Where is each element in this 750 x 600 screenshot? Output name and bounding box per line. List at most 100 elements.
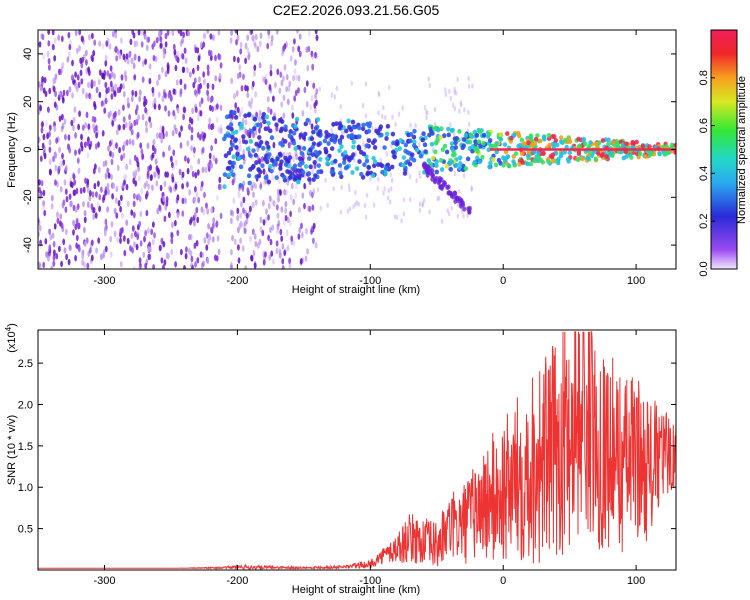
heatmap-cell: [74, 255, 77, 262]
heatmap-cell: [481, 141, 486, 146]
heatmap-cell: [246, 187, 250, 194]
heatmap-cell: [217, 248, 221, 255]
heatmap-cell: [195, 240, 199, 247]
heatmap-cell: [237, 226, 240, 234]
heatmap-cell: [401, 105, 404, 111]
heatmap-cell: [309, 136, 315, 142]
heatmap-cell: [263, 175, 268, 180]
heatmap-cell: [224, 114, 230, 120]
heatmap-cell: [331, 134, 336, 140]
heatmap-cell: [287, 133, 292, 139]
heatmap-cell: [197, 158, 201, 165]
heatmap-cell: [278, 252, 282, 259]
heatmap-cell: [230, 249, 233, 256]
heatmap-cell: [285, 229, 289, 237]
heatmap-cell: [354, 166, 360, 172]
heatmap-cell: [42, 261, 46, 269]
heatmap-cell: [102, 160, 106, 168]
heatmap-cell: [231, 179, 235, 186]
heatmap-cell: [292, 156, 295, 163]
heatmap-cell: [316, 163, 321, 169]
heatmap-cell: [362, 141, 365, 147]
heatmap-cell: [581, 136, 586, 142]
heatmap-cell: [372, 163, 377, 169]
heatmap-cell: [600, 138, 606, 143]
heatmap-cell: [47, 30, 51, 35]
heatmap-cell: [325, 156, 330, 162]
heatmap-cell: [162, 195, 166, 203]
heatmap-cell: [74, 206, 78, 213]
heatmap-cell: [364, 81, 368, 87]
heatmap-cell: [297, 87, 300, 94]
heatmap-cell: [115, 142, 118, 149]
heatmap-cell: [279, 228, 283, 236]
heatmap-cell: [205, 244, 209, 251]
heatmap-cell: [54, 164, 58, 172]
heatmap-cell: [227, 160, 233, 165]
heatmap-cell: [61, 97, 65, 104]
heatmap-cell: [113, 73, 116, 80]
heatmap-cell: [493, 143, 498, 149]
heatmap-cell: [191, 264, 194, 269]
heatmap-cell: [293, 68, 297, 75]
heatmap-cell: [315, 117, 321, 122]
heatmap-cell: [449, 95, 452, 101]
heatmap-cell: [450, 146, 455, 152]
heatmap-cell: [391, 149, 396, 155]
heatmap-cell: [269, 226, 272, 233]
heatmap-cell: [258, 158, 261, 165]
heatmap-cell: [106, 182, 110, 190]
heatmap-cell: [180, 173, 184, 180]
heatmap-cell: [176, 194, 180, 201]
heatmap-cell: [256, 173, 262, 179]
heatmap-cell: [104, 97, 108, 105]
heatmap-cell: [64, 133, 67, 141]
heatmap-cell: [39, 242, 42, 249]
heatmap-cell: [104, 160, 108, 167]
heatmap-cell: [274, 175, 279, 181]
heatmap-cell: [276, 68, 280, 76]
heatmap-cell: [148, 63, 152, 70]
heatmap-cell: [154, 55, 158, 62]
heatmap-cell: [132, 62, 136, 70]
heatmap-cell: [446, 132, 451, 138]
heatmap-cell: [450, 127, 455, 133]
heatmap-cell: [283, 64, 287, 71]
heatmap-cell: [194, 106, 198, 113]
heatmap-cell: [114, 197, 118, 204]
heatmap-cell: [190, 255, 194, 263]
heatmap-cell: [461, 202, 466, 208]
heatmap-cell: [366, 138, 372, 144]
heatmap-cell: [559, 151, 564, 157]
heatmap-cell: [256, 45, 260, 53]
heatmap-cell: [92, 49, 96, 57]
heatmap-cell: [454, 162, 459, 168]
heatmap-cell: [259, 225, 263, 233]
heatmap-cell: [89, 242, 93, 249]
heatmap-cell: [536, 150, 541, 156]
heatmap-cell: [116, 129, 119, 136]
heatmap-cell: [285, 74, 289, 81]
heatmap-cell: [318, 157, 323, 162]
colorbar-tick-label: 0.6: [698, 118, 710, 133]
heatmap-cell: [259, 182, 263, 189]
heatmap-cell: [93, 116, 97, 123]
heatmap-cell: [205, 232, 209, 239]
heatmap-cell: [278, 128, 284, 134]
heatmap-cell: [87, 123, 91, 130]
heatmap-cell: [41, 76, 44, 83]
heatmap-cell: [57, 34, 60, 41]
heatmap-cell: [264, 114, 269, 120]
heatmap-cell: [209, 96, 213, 104]
heatmap-cell: [199, 82, 203, 90]
heatmap-cell: [64, 206, 68, 213]
heatmap-cell: [423, 105, 427, 111]
heatmap-cell: [98, 40, 101, 47]
heatmap-cell: [58, 91, 61, 98]
heatmap-cell: [128, 113, 132, 121]
heatmap-cell: [105, 40, 109, 47]
heatmap-cell: [52, 43, 55, 51]
heatmap-cell: [124, 173, 128, 180]
heatmap-cell: [498, 132, 503, 137]
